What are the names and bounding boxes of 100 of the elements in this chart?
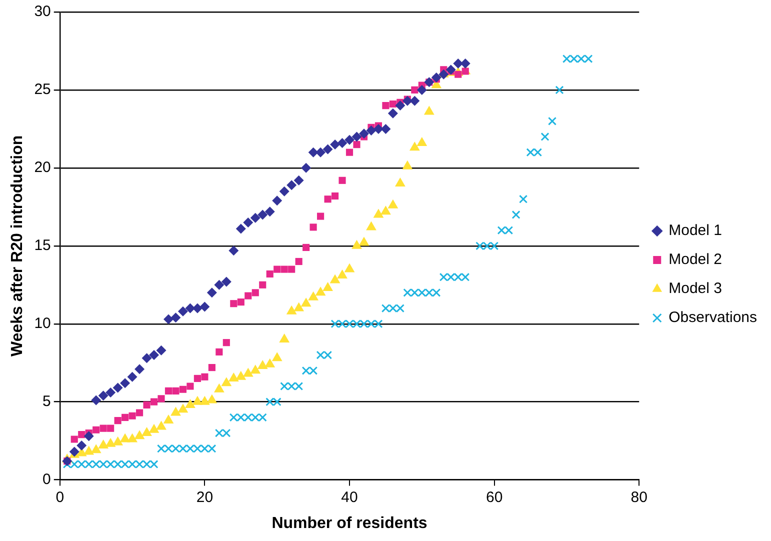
point <box>250 364 261 374</box>
point <box>98 390 108 401</box>
point <box>170 406 181 416</box>
y-tick-label: 0 <box>42 470 51 488</box>
point <box>243 218 254 228</box>
point <box>330 274 340 284</box>
point <box>317 212 324 220</box>
point <box>337 270 348 279</box>
point <box>272 196 282 206</box>
point <box>416 136 428 146</box>
point <box>462 68 469 75</box>
point <box>322 282 333 291</box>
point <box>411 86 418 94</box>
point <box>280 266 288 273</box>
point <box>163 414 174 424</box>
point <box>90 444 102 454</box>
point <box>380 124 391 134</box>
point <box>431 72 442 82</box>
point <box>163 314 174 324</box>
point <box>236 224 246 234</box>
point <box>200 396 210 405</box>
point <box>308 147 318 158</box>
point <box>388 199 398 208</box>
point <box>366 221 376 230</box>
point <box>237 298 244 306</box>
point <box>337 138 348 148</box>
point <box>112 382 123 393</box>
point <box>352 132 362 142</box>
point <box>454 70 462 78</box>
point <box>424 106 434 115</box>
point <box>331 192 339 200</box>
point <box>156 420 166 430</box>
point <box>120 378 130 388</box>
point <box>206 288 217 298</box>
point <box>148 424 160 433</box>
point <box>250 212 260 223</box>
point <box>409 142 420 151</box>
point <box>288 266 296 273</box>
point <box>216 348 223 356</box>
point <box>185 398 196 408</box>
point <box>322 144 333 154</box>
point <box>136 409 144 416</box>
point <box>352 240 362 249</box>
point <box>70 436 78 443</box>
point <box>100 424 107 432</box>
point <box>242 368 254 377</box>
point <box>394 178 406 187</box>
x-tick-label: 20 <box>196 488 214 506</box>
point <box>78 431 86 438</box>
point <box>84 431 94 442</box>
y-axis-title: Weeks after R20 introduction <box>9 135 26 356</box>
point <box>186 382 194 390</box>
point <box>279 333 290 342</box>
point <box>353 141 360 148</box>
point <box>286 180 297 190</box>
point <box>164 387 172 394</box>
point <box>206 394 218 404</box>
point <box>105 438 116 447</box>
y-tick-label: 15 <box>34 237 51 254</box>
point <box>308 291 318 300</box>
point <box>142 427 152 436</box>
point <box>324 196 332 203</box>
point <box>134 430 145 440</box>
x-tick-label: 40 <box>341 488 358 506</box>
x-tick-label: 0 <box>56 488 64 506</box>
point <box>185 303 196 314</box>
x-tick-label: 60 <box>486 488 503 506</box>
point <box>230 300 238 308</box>
point <box>178 404 188 413</box>
point <box>264 358 276 368</box>
point <box>107 424 114 432</box>
point <box>274 266 281 273</box>
point <box>301 162 312 173</box>
point <box>192 396 203 405</box>
legend-label: Observations <box>668 309 757 326</box>
point <box>382 102 390 110</box>
point <box>112 436 124 446</box>
legend-label: Model 3 <box>668 280 722 298</box>
point <box>395 100 406 111</box>
point <box>294 175 304 186</box>
y-tick-label: 10 <box>34 315 51 332</box>
point <box>221 377 232 386</box>
point <box>236 370 246 380</box>
point <box>453 58 464 68</box>
point <box>222 339 230 346</box>
point <box>389 100 396 108</box>
point <box>358 236 370 246</box>
point <box>134 364 145 374</box>
point <box>338 176 346 184</box>
point <box>178 306 188 316</box>
point <box>279 186 290 196</box>
point <box>402 160 413 170</box>
point <box>380 206 391 215</box>
point <box>228 246 239 256</box>
point <box>310 224 317 231</box>
y-tick-label: 5 <box>42 392 51 410</box>
point <box>221 276 232 287</box>
point <box>214 280 224 290</box>
point <box>208 364 216 372</box>
point <box>416 84 427 95</box>
